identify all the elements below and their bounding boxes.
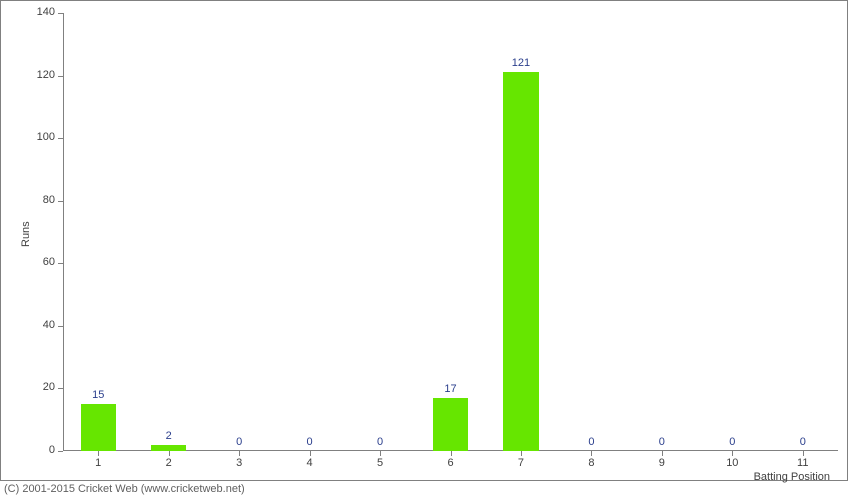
credit-text: (C) 2001-2015 Cricket Web (www.cricketwe… [4,483,245,495]
y-tick-label: 100 [37,131,55,143]
y-tick-label: 60 [43,256,55,268]
bar-value-label: 0 [377,436,383,448]
bar-value-label: 121 [512,57,530,69]
x-tick [98,451,99,456]
x-tick [380,451,381,456]
x-tick [310,451,311,456]
y-tick-label: 80 [43,194,55,206]
x-tick [521,451,522,456]
x-tick-label: 6 [447,457,453,469]
y-tick [58,138,63,139]
x-tick [662,451,663,456]
x-tick [169,451,170,456]
x-tick-label: 3 [236,457,242,469]
bar [151,445,186,451]
chart-container: 020406080100120140 1234567891011 1520001… [0,0,850,500]
x-axis-label: Batting Position [754,471,830,483]
bar-value-label: 0 [729,436,735,448]
x-tick-label: 2 [166,457,172,469]
x-tick-label: 5 [377,457,383,469]
bar-value-label: 0 [800,436,806,448]
y-tick [58,326,63,327]
bar-value-label: 0 [236,436,242,448]
bar-value-label: 2 [166,430,172,442]
y-tick-label: 140 [37,6,55,18]
y-tick [58,388,63,389]
y-tick [58,263,63,264]
y-axis-line [63,13,64,451]
y-tick [58,76,63,77]
x-tick [451,451,452,456]
x-tick [591,451,592,456]
y-axis-label: Runs [20,221,32,247]
x-tick-label: 8 [588,457,594,469]
y-tick-label: 0 [49,444,55,456]
bar-value-label: 15 [92,389,104,401]
y-tick [58,451,63,452]
x-tick-label: 7 [518,457,524,469]
x-tick-label: 11 [797,457,808,469]
y-tick [58,13,63,14]
x-tick-label: 10 [726,457,738,469]
x-tick [803,451,804,456]
x-tick-label: 4 [307,457,313,469]
bar [503,72,538,451]
y-tick [58,201,63,202]
bar [81,404,116,451]
bar-value-label: 17 [444,383,456,395]
bar-value-label: 0 [588,436,594,448]
x-tick [732,451,733,456]
y-tick-label: 20 [43,381,55,393]
bar [433,398,468,451]
x-tick-label: 1 [95,457,101,469]
y-tick-label: 40 [43,319,55,331]
y-tick-label: 120 [37,69,55,81]
x-tick-label: 9 [659,457,665,469]
bar-value-label: 0 [659,436,665,448]
x-tick [239,451,240,456]
bar-value-label: 0 [307,436,313,448]
